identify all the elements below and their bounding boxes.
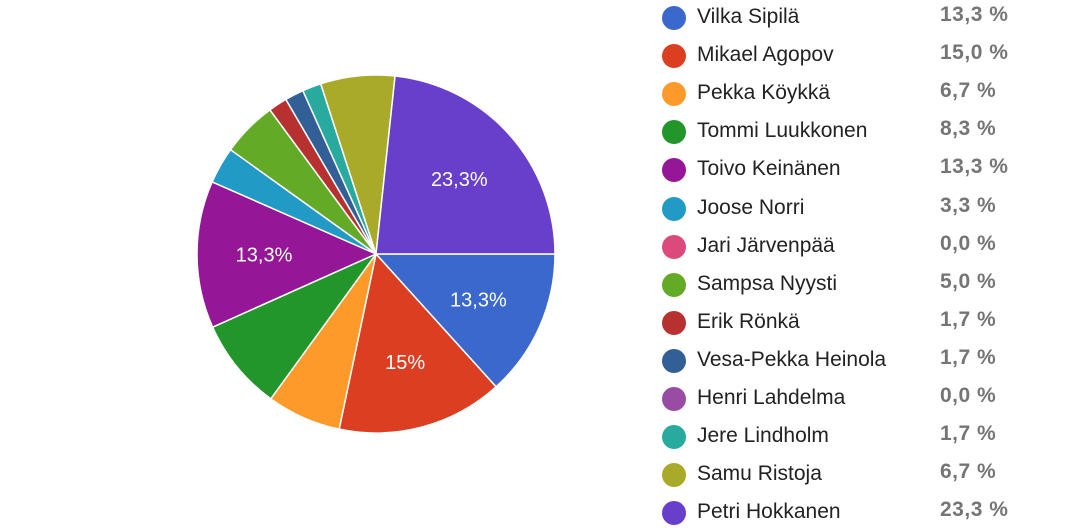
legend-label: Sampsa Nyysti xyxy=(697,271,838,295)
legend-label: Vesa-Pekka Heinola xyxy=(697,347,887,371)
legend-percent: 0,0 % xyxy=(940,231,997,255)
legend-swatch xyxy=(662,6,686,30)
legend-item: Jari Järvenpää 0,0 % xyxy=(662,228,1080,266)
legend-swatch xyxy=(662,425,686,450)
legend-swatch xyxy=(662,463,686,488)
legend-percent: 1,7 % xyxy=(940,307,997,331)
legend-label: Joose Norri xyxy=(697,195,805,219)
pie-slice xyxy=(211,252,379,400)
legend-item: Erik Rönkä 1,7 % xyxy=(662,304,1080,342)
legend-swatch xyxy=(662,158,686,183)
legend-label: Samu Ristoja xyxy=(697,462,822,486)
legend-item: Samu Ristoja 6,7 % xyxy=(662,456,1080,494)
legend-item: Tommi Luukkonen 8,3 % xyxy=(662,113,1080,151)
slice-data-label: 15% xyxy=(385,352,425,374)
pie-slice xyxy=(338,252,498,434)
legend-label: Mikael Agopov xyxy=(697,43,834,67)
legend-item: Petri Hokkanen 23,3 % xyxy=(662,494,1080,532)
legend-label: Petri Hokkanen xyxy=(697,500,841,524)
legend-swatch xyxy=(662,82,686,107)
legend-percent: 1,7 % xyxy=(940,422,997,446)
legend-label: Toivo Keinänen xyxy=(697,157,841,181)
legend-swatch xyxy=(662,387,686,411)
legend-item: Vesa-Pekka Heinola 1,7 % xyxy=(662,342,1080,380)
legend-item: Mikael Agopov 15,0 % xyxy=(662,37,1080,75)
legend-item: Henri Lahdelma 0,0 % xyxy=(662,380,1080,418)
legend-percent: 13,3 % xyxy=(940,3,1009,26)
legend-item: Toivo Keinänen 13,3 % xyxy=(662,151,1080,189)
legend-item: Jere Lindholm 1,7 % xyxy=(662,418,1080,456)
legend-item: Vilka Sipilä 13,3 % xyxy=(662,0,1080,37)
legend-swatch xyxy=(662,501,686,526)
legend-percent: 13,3 % xyxy=(940,155,1009,179)
legend-swatch xyxy=(662,348,686,373)
legend-percent: 1,7 % xyxy=(940,345,997,369)
legend-percent: 0,0 % xyxy=(940,384,997,407)
legend-swatch xyxy=(662,234,686,259)
legend-percent: 3,3 % xyxy=(940,193,997,217)
legend-swatch xyxy=(662,120,686,145)
legend-label: Vilka Sipilä xyxy=(697,5,800,28)
slice-data-label: 13,3% xyxy=(450,289,507,311)
pie-slice xyxy=(374,253,556,388)
legend-item: Pekka Köykkä 6,7 % xyxy=(662,75,1080,113)
legend-item: Sampsa Nyysti 5,0 % xyxy=(662,266,1080,304)
legend-item: Joose Norri 3,3 % xyxy=(662,190,1080,228)
legend-percent: 6,7 % xyxy=(940,79,997,103)
slice-data-label: 23,3% xyxy=(431,169,488,191)
legend-percent: 8,3 % xyxy=(940,117,997,141)
slice-data-label: 13,3% xyxy=(236,244,293,266)
pie-slice xyxy=(375,75,556,255)
legend-label: Erik Rönkä xyxy=(697,309,800,333)
legend-percent: 23,3 % xyxy=(940,498,1009,522)
legend-percent: 5,0 % xyxy=(940,269,997,293)
legend-label: Jari Järvenpää xyxy=(697,233,835,257)
legend-swatch xyxy=(662,272,686,297)
legend-percent: 6,7 % xyxy=(940,460,997,484)
legend-label: Jere Lindholm xyxy=(697,424,829,448)
legend-swatch xyxy=(662,310,686,335)
legend-percent: 15,0 % xyxy=(940,41,1009,65)
legend-label: Pekka Köykkä xyxy=(697,81,831,105)
legend-swatch xyxy=(662,44,686,69)
legend-label: Henri Lahdelma xyxy=(697,386,846,409)
legend-label: Tommi Luukkonen xyxy=(697,119,868,143)
legend-swatch xyxy=(662,196,686,221)
pie-slice xyxy=(196,180,378,329)
